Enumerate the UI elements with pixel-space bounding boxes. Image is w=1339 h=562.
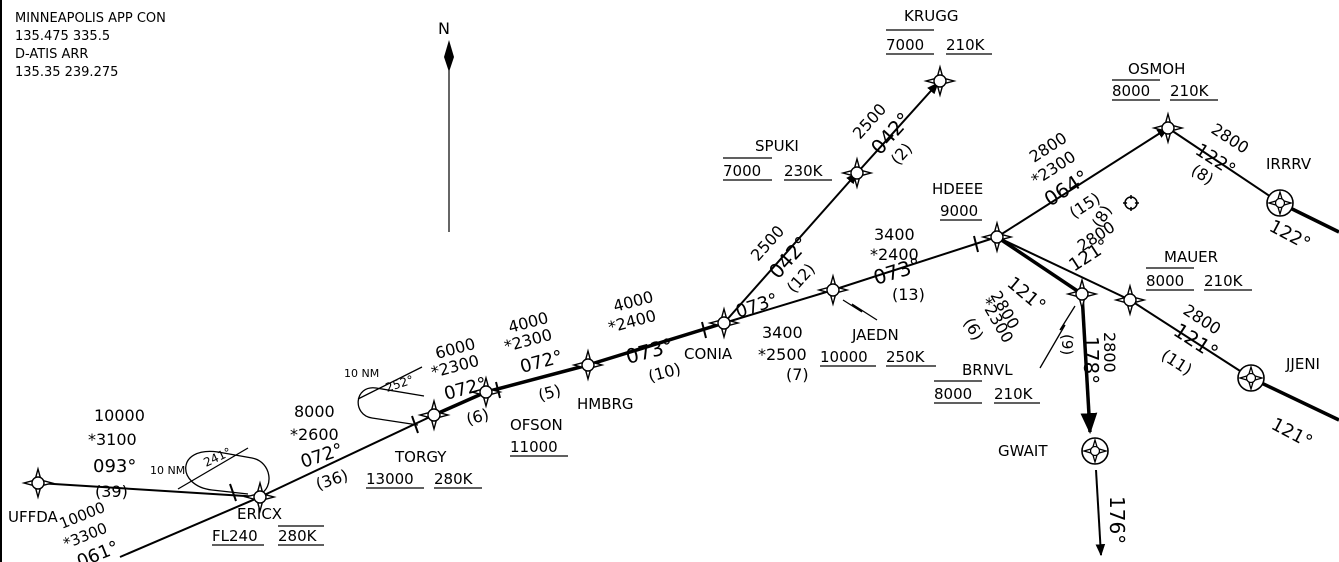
fix-mauer-alt: 8000	[1146, 272, 1184, 290]
leg-gwait-dist: (9)	[1058, 334, 1076, 355]
fix-krugg-alt: 7000	[886, 36, 924, 54]
navaid-symbol-icon	[1123, 195, 1139, 211]
fix-gwait-name: GWAIT	[998, 442, 1048, 460]
leg-uffda-course: 093°	[93, 456, 136, 477]
leg-jaedn-mea: 3400	[874, 225, 915, 244]
route-lines	[37, 82, 1339, 558]
leg-irrrv-out-course: 122°	[1266, 216, 1314, 255]
waypoint-uffda-icon	[23, 468, 53, 498]
leg-labels: 10000 *3100 093° (39) 10000 *3300 061° 8…	[57, 100, 1316, 562]
fix-jaedn-speed: 250K	[886, 348, 926, 366]
fix-brnvl-alt: 8000	[934, 385, 972, 403]
fix-jaedn-alt: 10000	[820, 348, 868, 366]
fix-ericx-alt: FL240	[212, 527, 258, 545]
fix-torgy-speed: 280K	[434, 470, 474, 488]
fix-irrrv-name: IRRRV	[1266, 155, 1312, 173]
leg-conia-course: 073°	[733, 289, 781, 322]
waypoint-osmoh-icon	[1153, 113, 1183, 143]
fix-brnvl-speed: 210K	[994, 385, 1034, 403]
leg-uffda-mea: 10000	[94, 406, 145, 425]
fix-osmoh-name: OSMOH	[1128, 60, 1185, 78]
waypoint-jaedn-icon	[818, 275, 848, 305]
fix-ericx-name: ERICX	[237, 505, 282, 523]
fix-mauer-name: MAUER	[1164, 248, 1218, 266]
hold-ericx: 10 NM 241°	[150, 445, 270, 495]
fix-osmoh-alt: 8000	[1112, 82, 1150, 100]
waypoint-hdeee-icon	[982, 222, 1012, 252]
fix-krugg-speed: 210K	[946, 36, 986, 54]
waypoint-hmbrg-icon	[573, 350, 603, 380]
waypoint-gwait-icon	[1081, 437, 1109, 465]
leg-hmbrg-dist: (10)	[646, 359, 683, 386]
leg-ericx-moca: *2600	[290, 425, 339, 444]
fix-hmbrg-name: HMBRG	[577, 395, 634, 413]
hold-ericx-leg: 10 NM	[150, 464, 185, 477]
fix-mauer-speed: 210K	[1204, 272, 1244, 290]
waypoint-symbols	[23, 66, 1294, 512]
fix-conia-name: CONIA	[684, 345, 733, 363]
approach-freqs: 135.475 335.5	[15, 29, 110, 44]
leg-gwait-course: 178°	[1079, 336, 1103, 384]
fix-osmoh-speed: 210K	[1170, 82, 1210, 100]
leg-gwait-out-course: 176°	[1105, 496, 1129, 544]
fix-torgy-alt: 13000	[366, 470, 414, 488]
waypoint-brnvl-icon	[1067, 279, 1097, 309]
fix-hdeee-name: HDEEE	[932, 180, 983, 198]
north-arrow-icon	[444, 40, 454, 72]
fix-hdeee-alt: 9000	[940, 202, 978, 220]
label-leaders	[842, 299, 1076, 369]
fix-jjeni-name: JJENI	[1285, 355, 1320, 373]
fix-spuki-alt: 7000	[723, 162, 761, 180]
leg-ericx-mea: 8000	[294, 402, 335, 421]
fix-ericx-speed: 280K	[278, 527, 318, 545]
atis-freqs: 135.35 239.275	[15, 65, 118, 80]
fix-labels: UFFDA ERICX FL240 280K TORGY 13000 280K …	[8, 7, 1320, 546]
leg-ofson-dist: (5)	[536, 381, 563, 405]
waypoint-jjeni-icon	[1237, 364, 1265, 392]
leg-jaedn-moca: *2400	[870, 245, 919, 264]
north-label: N	[438, 19, 450, 38]
leg-uffda-dist: (39)	[95, 482, 128, 501]
fix-krugg-name: KRUGG	[904, 7, 959, 25]
waypoint-irrrv-icon	[1266, 189, 1294, 217]
frequency-block: MINNEAPOLIS APP CON 135.475 335.5 D-ATIS…	[15, 11, 166, 80]
fix-spuki-speed: 230K	[784, 162, 824, 180]
hold-torgy-leg: 10 NM	[344, 367, 379, 380]
fix-torgy-name: TORGY	[394, 448, 447, 466]
north-arrow: N	[438, 19, 454, 232]
leg-ticks	[229, 235, 979, 502]
fix-brnvl-name: BRNVL	[962, 361, 1013, 379]
fix-uffda-name: UFFDA	[8, 508, 59, 526]
fix-ofson-alt: 11000	[510, 438, 558, 456]
waypoint-mauer-icon	[1115, 285, 1145, 315]
leg-jjeni-out-course: 121°	[1268, 414, 1316, 453]
atis-name: D-ATIS ARR	[15, 47, 88, 62]
leg-conia-dist: (7)	[786, 365, 809, 384]
leg-uffda-moca: *3100	[88, 430, 137, 449]
leg-torgy-dist: (6)	[464, 405, 491, 429]
leg-jaedn-dist: (13)	[892, 285, 925, 304]
fix-jaedn-name: JAEDN	[851, 326, 899, 344]
approach-name: MINNEAPOLIS APP CON	[15, 11, 166, 26]
leg-brnvl-dist: (6)	[960, 315, 988, 344]
leg-conia-moca: *2500	[758, 345, 807, 364]
waypoint-torgy-icon	[419, 400, 449, 430]
fix-spuki-name: SPUKI	[755, 137, 799, 155]
leg-conia-mea: 3400	[762, 323, 803, 342]
fix-ofson-name: OFSON	[510, 416, 563, 434]
leg-gwait-mea: 2800	[1100, 332, 1119, 373]
